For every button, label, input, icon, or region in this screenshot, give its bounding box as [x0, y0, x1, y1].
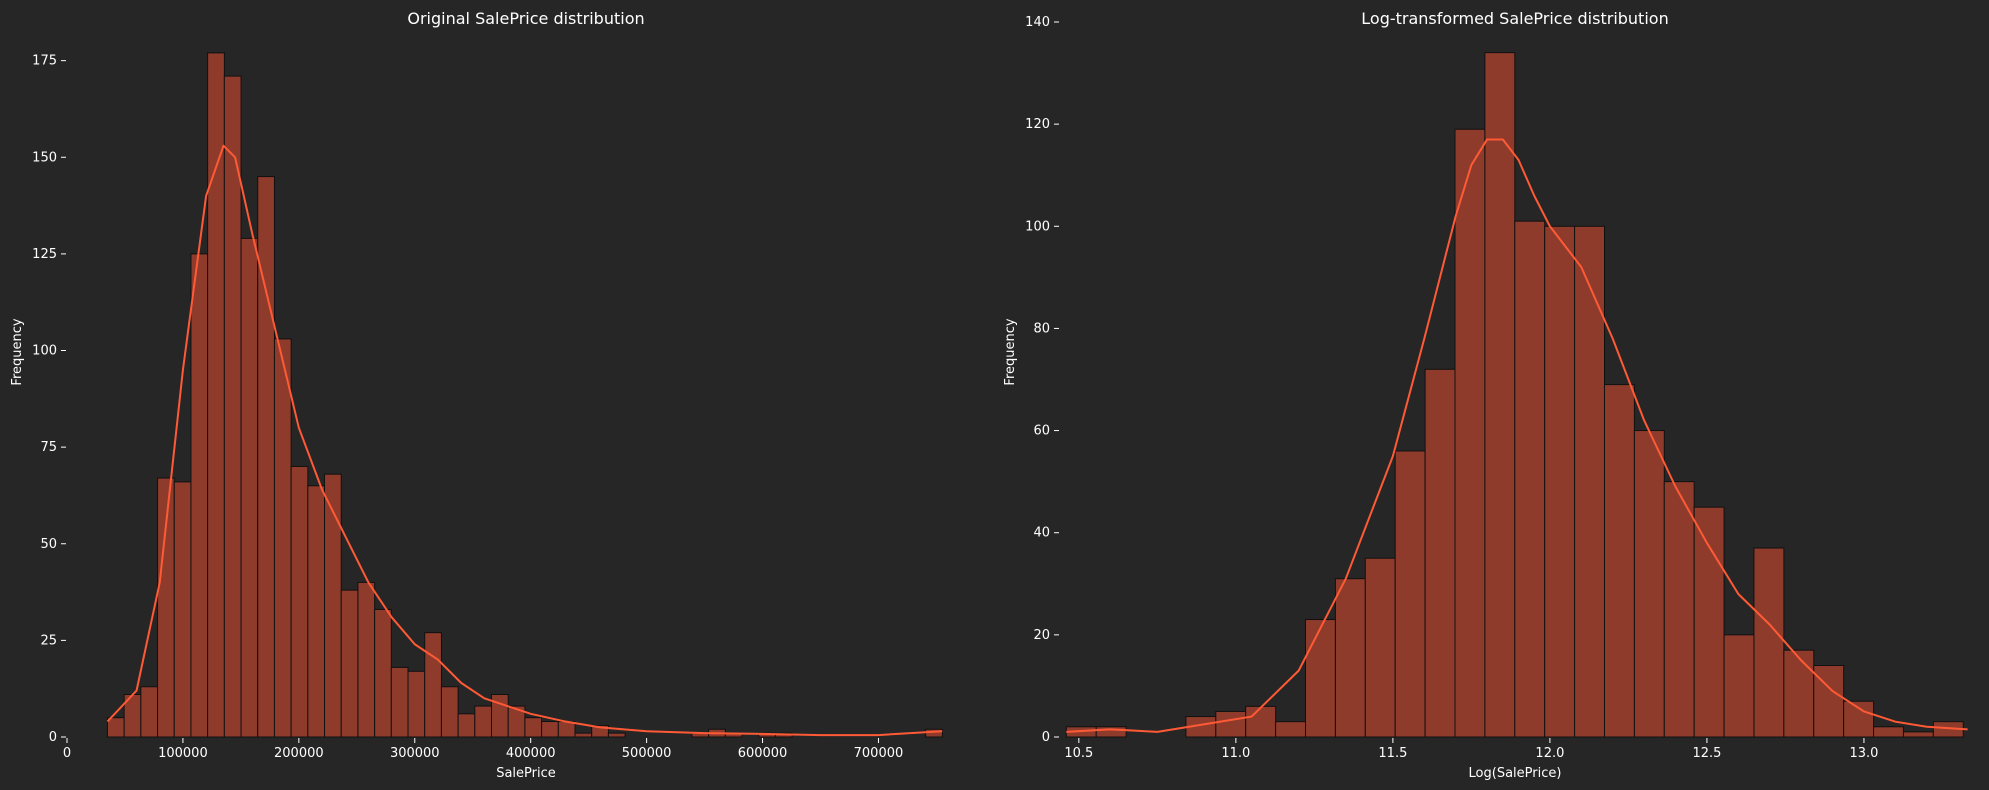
left-histogram-bar: [390, 666, 409, 738]
left-y-tick-label: 150: [32, 150, 57, 165]
left-histogram-bar: [440, 686, 459, 738]
left-histogram-bar: [207, 52, 225, 738]
right-y-axis-label: Frequency: [1003, 318, 1018, 385]
right-histogram-bar: [1783, 649, 1815, 738]
right-y-tick-label: 120: [1025, 117, 1050, 132]
left-y-tick-label: 125: [32, 247, 57, 262]
right-chart-title: Log-transformed SalePrice distribution: [1361, 9, 1668, 28]
right-histogram-bar: [1334, 578, 1366, 738]
left-histogram-bar: [574, 732, 593, 738]
right-kde-line: [1066, 138, 1968, 733]
left-histogram-bar: [524, 717, 543, 738]
right-y-tick-label: 60: [1033, 424, 1050, 439]
left-x-tick-label: 600000: [738, 746, 788, 761]
left-y-tick-label: 25: [40, 633, 57, 648]
right-histogram-bar: [1484, 52, 1516, 738]
right-bars: [1065, 52, 1964, 738]
right-histogram-bar: [1245, 705, 1277, 738]
left-histogram-bar: [407, 670, 426, 738]
left-x-tick-label: 700000: [854, 746, 904, 761]
right-histogram-bar: [1663, 481, 1695, 738]
left-ticks: 0 25 50 75 100 125 150 175 0 100000 200000 300000 40…: [32, 54, 903, 761]
right-y-tick-label: 100: [1025, 219, 1050, 234]
right-histogram-bar: [1514, 220, 1546, 738]
left-y-tick-label: 50: [40, 537, 57, 552]
left-kde: [106, 144, 943, 737]
left-y-tick-label: 75: [40, 440, 57, 455]
left-x-axis-label: SalePrice: [496, 766, 556, 781]
left-histogram-bar: [340, 589, 359, 738]
left-x-tick-label: 100000: [158, 746, 208, 761]
left-histogram-bar: [591, 724, 609, 738]
left-histogram-panel: Original SalePrice distribution SalePric…: [10, 9, 943, 781]
right-y-tick-label: 140: [1025, 15, 1050, 30]
right-histogram-bar: [1693, 506, 1725, 738]
left-x-tick-label: 300000: [390, 746, 440, 761]
left-y-tick-label: 100: [32, 344, 57, 359]
left-histogram-bar: [106, 717, 125, 738]
left-histogram-bar: [541, 721, 559, 738]
left-histogram-bar: [273, 338, 292, 738]
right-histogram-bar: [1902, 731, 1934, 738]
right-histogram-bar: [1454, 128, 1486, 738]
right-ticks: 0 20 40 60 80 100 120 140 10.5 11.0 11.5 12.0 12.5 13…: [1025, 15, 1878, 761]
right-kde: [1066, 138, 1968, 733]
right-y-tick-label: 40: [1033, 526, 1050, 541]
right-histogram-bar: [1275, 721, 1307, 738]
left-x-tick-label: 400000: [506, 746, 556, 761]
left-y-axis-label: Frequency: [10, 318, 25, 385]
right-histogram-bar: [1424, 368, 1456, 738]
right-histogram-bar: [1394, 450, 1426, 738]
right-histogram-bar: [1873, 726, 1904, 738]
left-histogram-bar: [257, 176, 275, 738]
left-y-tick-label: 175: [32, 54, 57, 69]
left-histogram-bar: [140, 686, 159, 738]
right-histogram-bar: [1633, 430, 1665, 738]
right-y-tick-label: 20: [1033, 628, 1050, 643]
left-x-tick-label: 500000: [622, 746, 672, 761]
right-histogram-panel: Log-transformed SalePrice distribution L…: [1003, 9, 1968, 781]
right-y-tick-label: 80: [1033, 321, 1050, 336]
right-x-axis-label: Log(SalePrice): [1469, 766, 1562, 781]
left-x-tick-label: 200000: [274, 746, 324, 761]
right-x-tick-label: 12.5: [1692, 746, 1721, 761]
left-histogram-bar: [424, 632, 442, 738]
right-histogram-bar: [1215, 710, 1247, 738]
left-histogram-bar: [474, 705, 493, 738]
left-histogram-bar: [173, 481, 192, 738]
left-histogram-bar: [290, 465, 309, 738]
right-x-tick-label: 11.0: [1221, 746, 1250, 761]
left-histogram-bar: [607, 732, 626, 738]
right-x-tick-label: 10.5: [1064, 746, 1093, 761]
left-chart-title: Original SalePrice distribution: [407, 9, 644, 28]
left-x-tick-label: 0: [63, 746, 71, 761]
left-histogram-bar: [457, 713, 476, 738]
left-histogram-bar: [557, 721, 576, 738]
right-histogram-bar: [1753, 547, 1785, 738]
right-histogram-bar: [1843, 700, 1875, 738]
right-histogram-bar: [1305, 619, 1336, 738]
left-kde-line: [106, 144, 943, 737]
right-histogram-bar: [1603, 384, 1635, 738]
right-x-tick-label: 13.0: [1849, 746, 1878, 761]
right-x-tick-label: 11.5: [1378, 746, 1407, 761]
right-histogram-bar: [1723, 634, 1755, 738]
right-histogram-bar: [1544, 225, 1576, 738]
right-histogram-bar: [1574, 225, 1605, 738]
left-histogram-bar: [190, 253, 209, 738]
left-histogram-bar: [357, 581, 376, 738]
left-histogram-bar: [374, 608, 392, 738]
right-y-tick-label: 0: [1042, 730, 1050, 745]
left-histogram-bar: [307, 485, 326, 738]
right-histogram-bar: [1364, 557, 1396, 738]
right-x-tick-label: 12.0: [1535, 746, 1564, 761]
left-y-tick-label: 0: [49, 730, 57, 745]
left-bars: [106, 52, 943, 738]
right-histogram-bar: [1095, 726, 1127, 738]
left-histogram-bar: [240, 237, 259, 738]
